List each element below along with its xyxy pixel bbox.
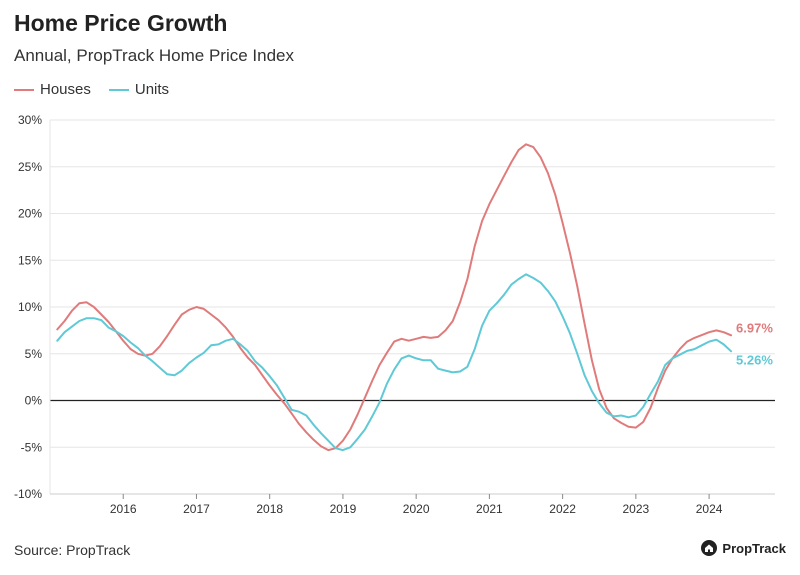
y-tick-label: 30% [18, 113, 42, 127]
y-tick-label: 10% [18, 300, 42, 314]
x-tick-label: 2018 [256, 502, 283, 516]
y-tick-label: 20% [18, 207, 42, 221]
series-line-units [56, 273, 733, 452]
x-tick-label: 2016 [110, 502, 137, 516]
legend-label-units: Units [134, 81, 170, 98]
y-tick-label: 15% [18, 253, 42, 267]
end-value-label-houses: 6.97% [736, 320, 773, 335]
legend-item-houses: Houses [14, 81, 91, 98]
y-tick-label: 5% [25, 347, 43, 361]
x-tick-label: 2024 [696, 502, 723, 516]
x-tick-label: 2020 [403, 502, 430, 516]
x-tick-label: 2019 [330, 502, 357, 516]
y-tick-label: -5% [21, 440, 43, 454]
end-value-label-units: 5.26% [736, 352, 773, 367]
y-tick-label: 0% [25, 394, 43, 408]
x-tick-label: 2022 [549, 502, 576, 516]
legend-label-houses: Houses [40, 81, 91, 98]
house-icon [701, 540, 718, 556]
y-tick-label: 25% [18, 160, 42, 174]
series-line-houses [56, 143, 733, 452]
legend-swatch-houses [14, 88, 34, 91]
legend-swatch-units [108, 88, 129, 91]
brand-logo: PropTrack [701, 540, 786, 556]
x-tick-label: 2023 [623, 502, 650, 516]
x-tick-label: 2021 [476, 502, 503, 516]
brand-name: PropTrack [722, 540, 786, 556]
x-tick-label: 2017 [183, 502, 210, 516]
legend-item-units: Units [108, 81, 170, 98]
chart-subtitle: Annual, PropTrack Home Price Index [14, 46, 294, 65]
chart-legend: Houses Units [14, 81, 169, 98]
chart-title: Home Price Growth [14, 10, 228, 36]
source-note: Source: PropTrack [14, 542, 131, 558]
y-tick-label: -10% [14, 487, 42, 501]
